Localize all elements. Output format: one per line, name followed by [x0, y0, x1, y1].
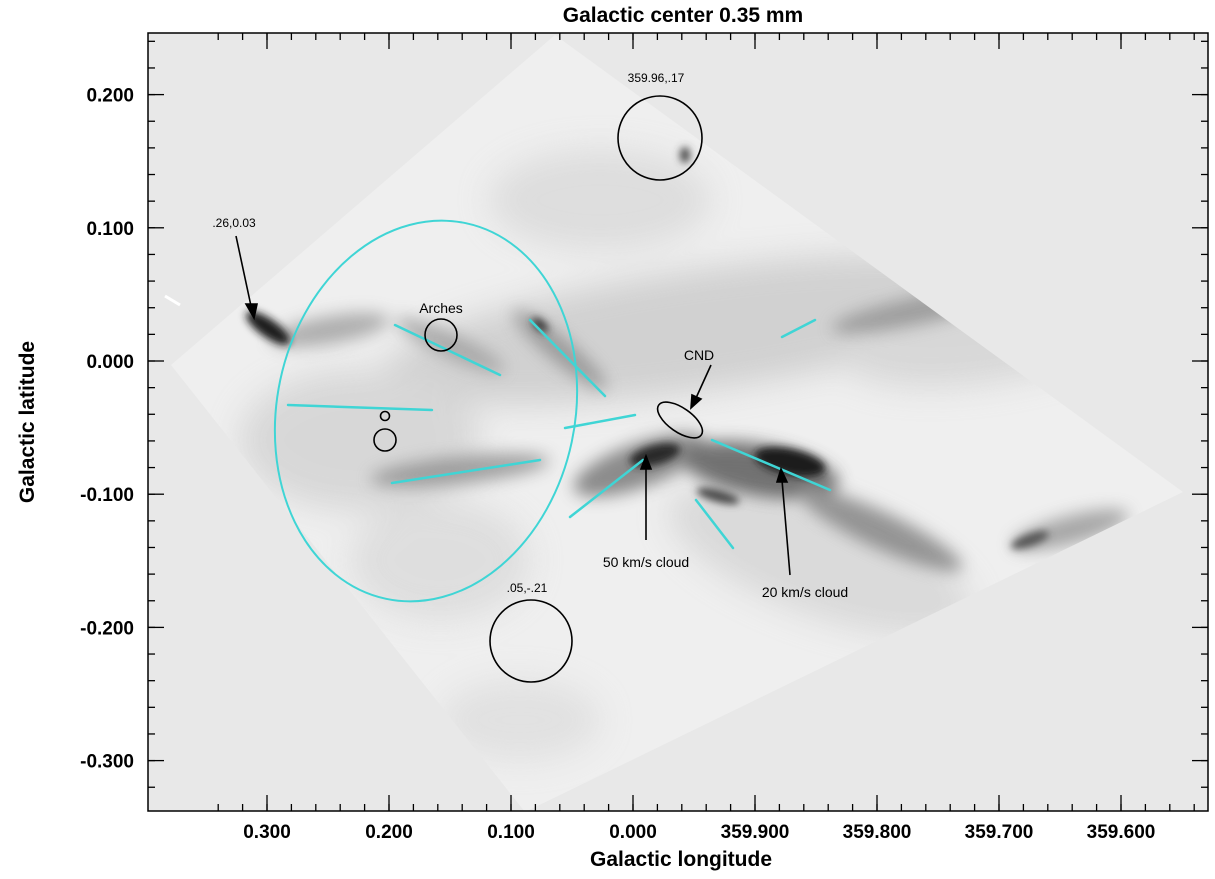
overlay-ellipse-large	[273, 219, 579, 603]
y-axis-title: Galactic latitude	[16, 341, 39, 503]
overlay-vector	[710, 438, 832, 492]
plot-frame	[147, 32, 1209, 812]
overlay-vector	[780, 318, 817, 339]
arrow-20kms	[781, 479, 791, 576]
overlay-vector	[563, 413, 637, 430]
label-20kms-cloud: 20 km/s cloud	[762, 584, 848, 600]
plot-area: 359.96,.17 .26,0.03 Arches CND 50 km/s c…	[80, 32, 1209, 843]
circle-small-a	[379, 410, 391, 422]
x-tick-label: 0.100	[487, 822, 535, 843]
y-tick-label: 0.000	[86, 352, 134, 373]
x-tick-label: 359.900	[721, 822, 790, 843]
edge-marker	[164, 294, 181, 307]
label-359-96: 359.96,.17	[628, 71, 685, 85]
x-tick-label: 359.800	[843, 822, 912, 843]
label-26-003: .26,0.03	[212, 216, 256, 230]
circle-small-b	[373, 428, 397, 452]
y-tick-label: 0.200	[86, 86, 134, 107]
annotation-arrows	[235, 235, 791, 576]
x-tick-label: 0.000	[609, 822, 657, 843]
overlay-vector	[694, 498, 735, 550]
circle-arches	[424, 318, 458, 352]
overlay-vector	[528, 318, 607, 398]
x-tick-label: 0.200	[365, 822, 413, 843]
circle-05-m21	[489, 599, 573, 683]
overlay-vector	[568, 458, 645, 519]
y-tick-label: 0.100	[86, 219, 134, 240]
label-cnd: CND	[684, 347, 714, 363]
region-markers	[373, 95, 704, 683]
overlay-vector	[286, 403, 434, 412]
x-tick-label: 0.300	[243, 822, 291, 843]
x-tick-label: 359.700	[965, 822, 1034, 843]
dense-core-20kms	[754, 447, 826, 477]
dense-core-26-003	[246, 311, 290, 345]
map-title: Galactic center 0.35 mm	[563, 4, 803, 27]
x-tick-label: 359.600	[1087, 822, 1156, 843]
arrow-cnd	[695, 364, 712, 399]
overlay-vector	[390, 458, 542, 485]
label-arches: Arches	[419, 300, 463, 316]
ellipse-cnd	[656, 401, 704, 439]
label-50kms-cloud: 50 km/s cloud	[603, 554, 689, 570]
y-tick-label: -0.300	[80, 752, 134, 773]
y-tick-label: -0.100	[80, 485, 134, 506]
circle-359-96	[617, 95, 703, 181]
x-axis-title: Galactic longitude	[590, 848, 772, 871]
arrow-26-003	[235, 235, 252, 307]
y-tick-label: -0.200	[80, 618, 134, 639]
axis-ticks: 0.300 0.200 0.100 0.000 359.900 359.800 359.70…	[80, 33, 1208, 843]
label-05-m21: .05,-.21	[507, 581, 548, 595]
